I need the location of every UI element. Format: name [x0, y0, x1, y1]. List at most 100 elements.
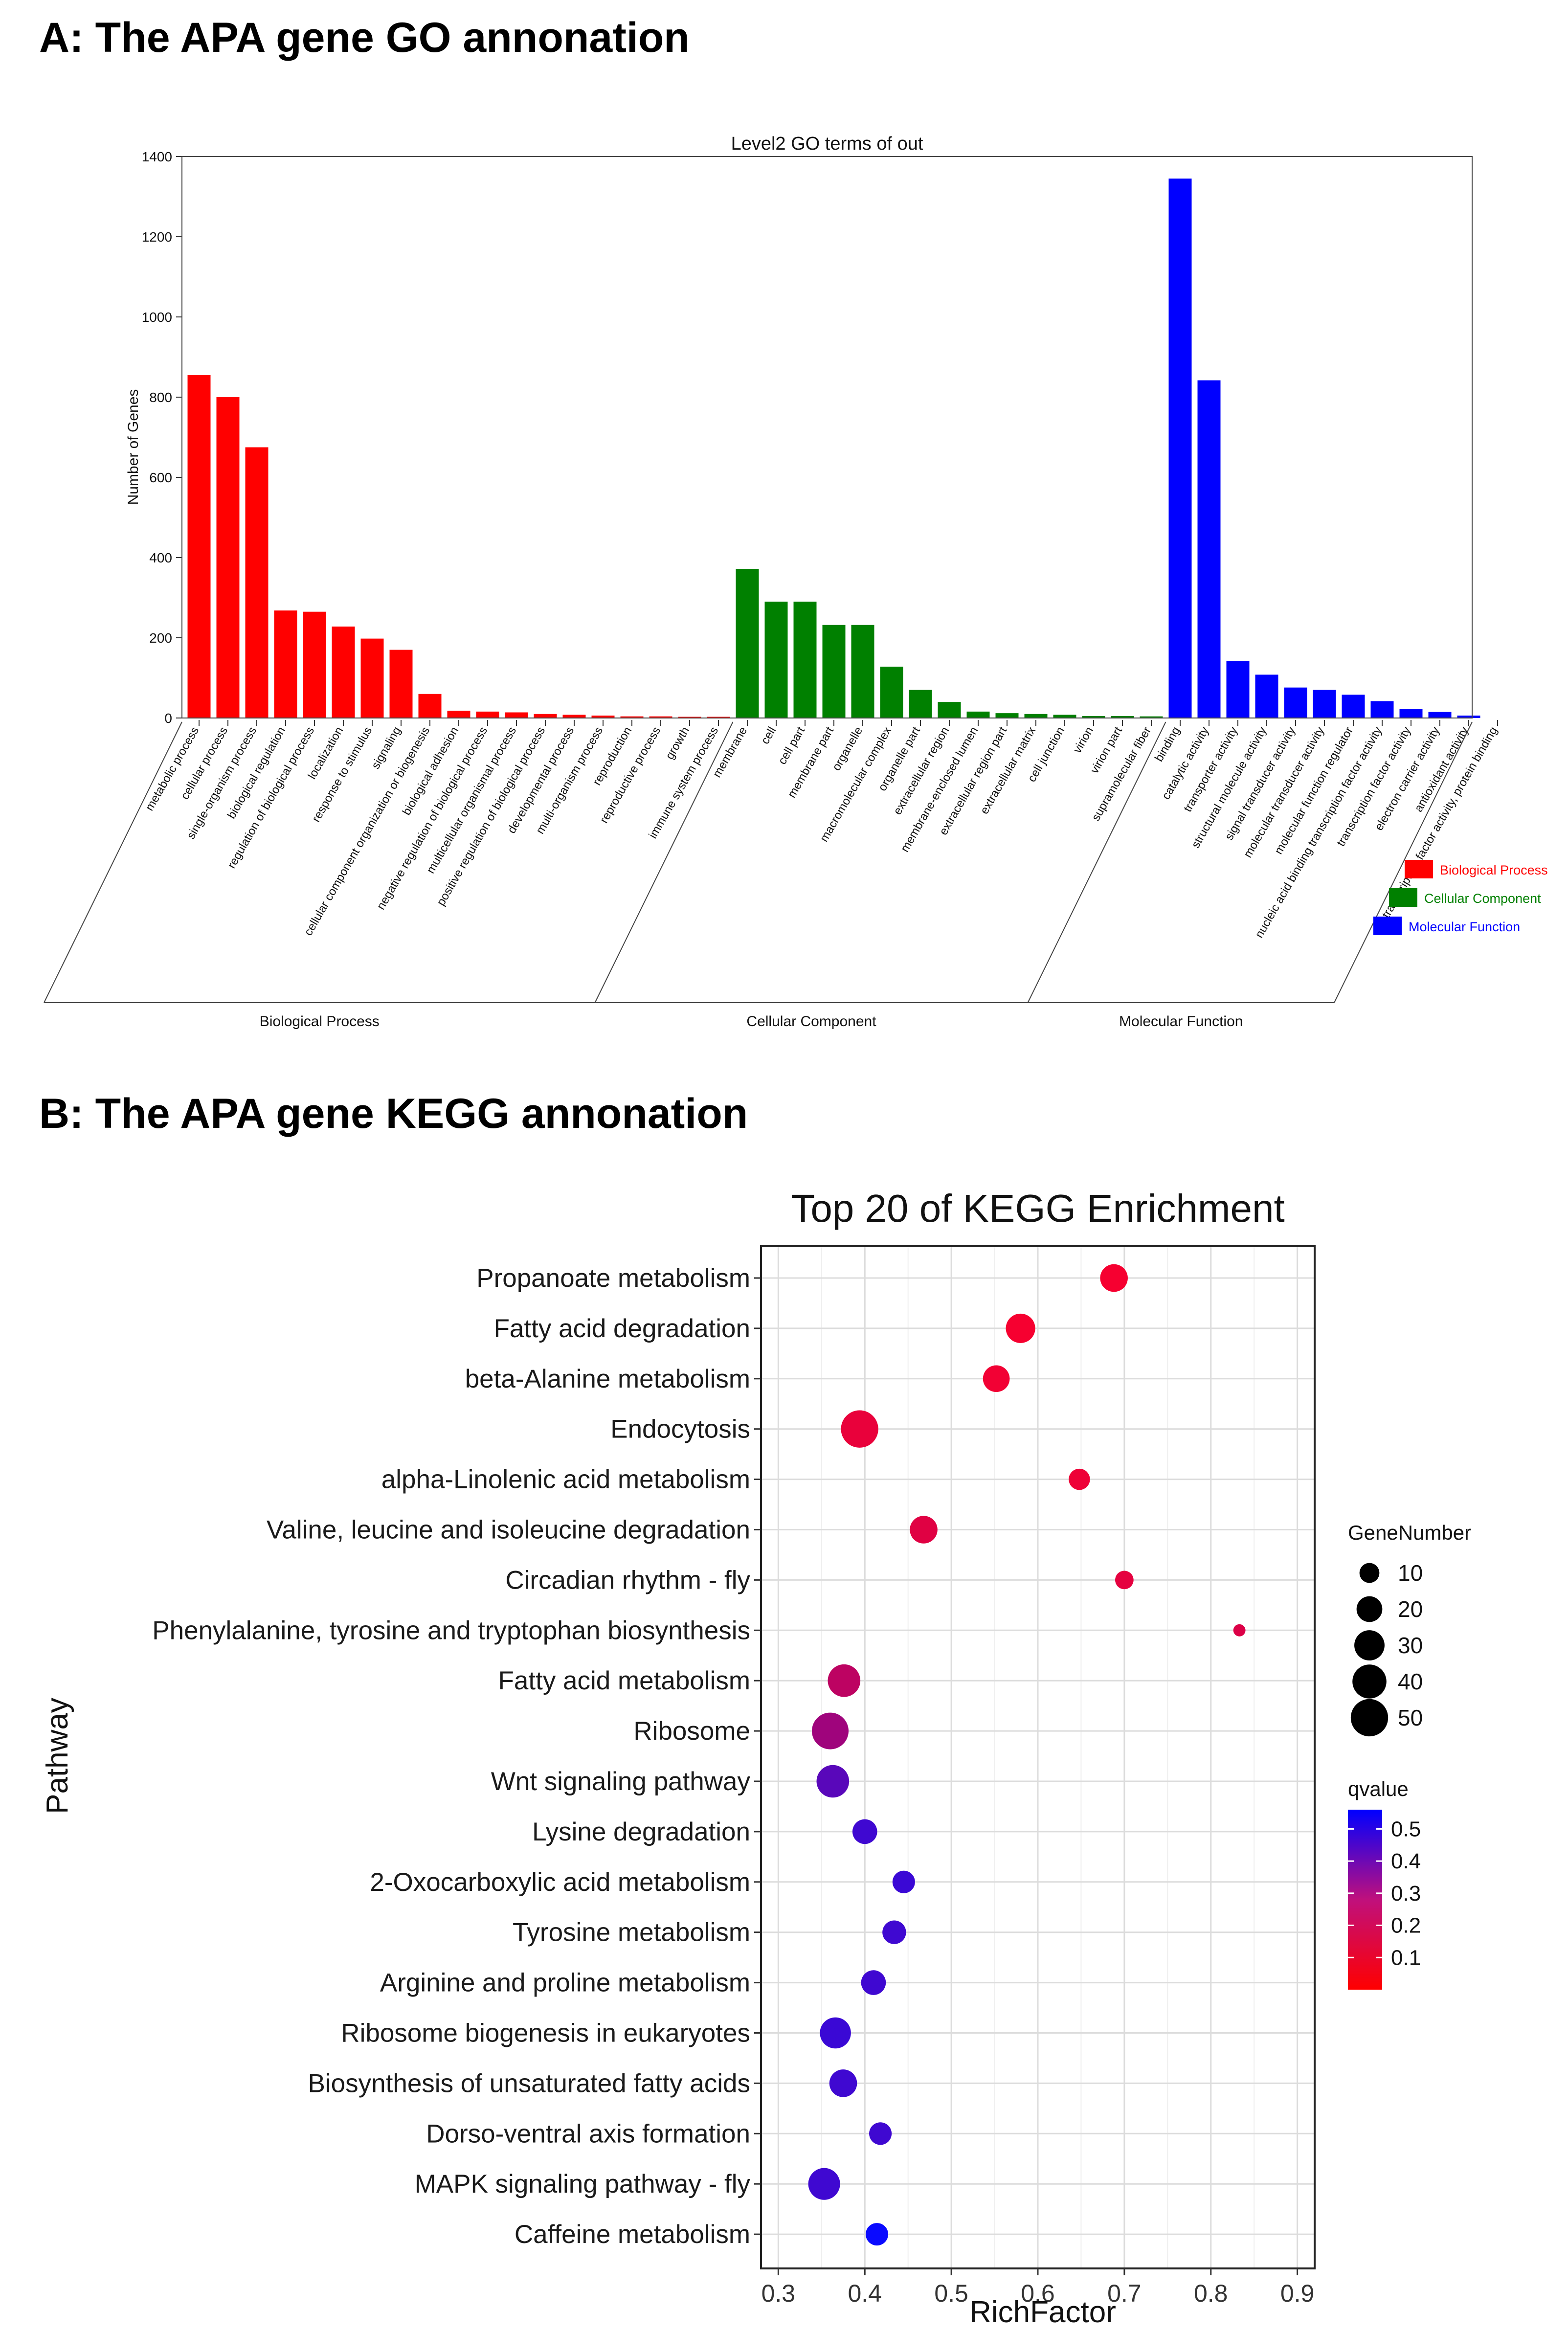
kegg-color-legend-label-0-1: 0.1 [1391, 1946, 1421, 1970]
go-y-tick-label: 1000 [142, 310, 172, 325]
go-bar-membrane-enclosed-lumen [966, 711, 990, 718]
kegg-size-legend-label-30: 30 [1398, 1633, 1423, 1658]
go-legend-swatch-cellular-component [1389, 888, 1417, 907]
kegg-pathway-label-alpha-linolenic-acid-metabolism: alpha-Linolenic acid metabolism [381, 1465, 750, 1494]
kegg-point-endocytosis [841, 1410, 878, 1448]
kegg-pathway-label-phenylalanine-tyrosine-and-tryptophan-biosynthesis: Phenylalanine, tyrosine and tryptophan b… [152, 1616, 750, 1645]
panel-a-title: A: The APA gene GO annonation [39, 14, 690, 61]
kegg-size-legend-label-40: 40 [1398, 1669, 1423, 1694]
go-legend-label-molecular-function: Molecular Function [1409, 920, 1520, 934]
go-plot-border [181, 156, 1473, 718]
go-bar-catalytic-activity [1197, 380, 1221, 718]
kegg-size-legend-dot-10 [1359, 1563, 1380, 1583]
kegg-pathway-label-circadian-rhythm-fly: Circadian rhythm - fly [505, 1566, 750, 1594]
kegg-pathway-label-arginine-and-proline-metabolism: Arginine and proline metabolism [380, 1969, 750, 1997]
kegg-size-legend-dot-20 [1356, 1596, 1383, 1622]
go-y-tick-label: 1400 [142, 149, 172, 164]
kegg-y-axis-label: Pathway [41, 1698, 74, 1814]
go-bar-macromolecular-complex [880, 667, 903, 718]
kegg-pathway-label-valine-leucine-and-isoleucine-degradation: Valine, leucine and isoleucine degradati… [267, 1516, 750, 1545]
kegg-pathway-label-lysine-degradation: Lysine degradation [532, 1817, 750, 1846]
go-bar-molecular-function-regulator [1342, 695, 1365, 718]
kegg-pathway-label-biosynthesis-of-unsaturated-fatty-acids: Biosynthesis of unsaturated fatty acids [308, 2069, 750, 2098]
kegg-pathway-label-2-oxocarboxylic-acid-metabolism: 2-Oxocarboxylic acid metabolism [370, 1868, 750, 1897]
go-y-tick-label: 600 [149, 470, 172, 485]
go-bar-signaling [389, 650, 413, 718]
kegg-x-tick-label: 0.7 [1107, 2280, 1142, 2307]
go-legend-label-cellular-component: Cellular Component [1424, 891, 1541, 906]
kegg-x-tick-label: 0.6 [1021, 2280, 1055, 2307]
go-group-divider-0 [44, 721, 182, 1003]
go-bar-negative-regulation-of-biological-process [476, 711, 499, 718]
go-bar-virion-part [1111, 716, 1134, 718]
kegg-pathway-label-mapk-signaling-pathway-fly: MAPK signaling pathway - fly [415, 2170, 751, 2198]
kegg-pathway-label-ribosome: Ribosome [633, 1717, 750, 1746]
kegg-x-axis-label: RichFactor [969, 2295, 1116, 2329]
go-bar-cellular-component-organization-or-biogenesis [418, 694, 442, 718]
kegg-size-legend-label-50: 50 [1398, 1705, 1423, 1730]
kegg-chart-title: Top 20 of KEGG Enrichment [791, 1187, 1284, 1230]
go-bar-transcription-factor-activity [1399, 709, 1423, 718]
kegg-pathway-label-endocytosis: Endocytosis [610, 1415, 750, 1444]
go-bar-growth [678, 717, 701, 718]
go-group-divider-1 [594, 721, 734, 1003]
kegg-point-caffeine-metabolism [865, 2223, 889, 2246]
go-bar-virion [1082, 716, 1105, 718]
kegg-size-legend-dot-50 [1350, 1699, 1389, 1737]
kegg-point-propanoate-metabolism [1100, 1264, 1128, 1292]
go-group-label-biological-process: Biological Process [260, 1013, 380, 1030]
go-bar-cell [764, 602, 788, 718]
go-bar-reproductive-process [649, 716, 672, 718]
go-bar-organelle-part [909, 690, 932, 718]
go-group-divider-2 [1027, 721, 1166, 1003]
go-bar-extracellular-region-part [995, 713, 1019, 718]
panel-b-title: B: The APA gene KEGG annonation [39, 1090, 748, 1137]
go-bar-metabolic-process [187, 375, 211, 718]
kegg-color-legend-label-0-4: 0.4 [1391, 1849, 1421, 1873]
kegg-point-ribosome [811, 1712, 849, 1750]
kegg-point-2-oxocarboxylic-acid-metabolism [892, 1870, 915, 1893]
kegg-pathway-label-fatty-acid-degradation: Fatty acid degradation [494, 1314, 750, 1343]
go-bar-supramolecular-fiber [1140, 716, 1163, 718]
go-bar-membrane [736, 568, 759, 718]
go-bar-biological-regulation [274, 610, 297, 718]
go-bar-electron-carrier-activity [1428, 712, 1452, 718]
kegg-size-legend-dot-40 [1352, 1664, 1387, 1699]
go-bar-cell-part [793, 602, 817, 718]
kegg-size-legend-dot-30 [1354, 1630, 1385, 1660]
go-bar-signal-transducer-activity [1284, 687, 1307, 718]
kegg-size-legend-title: GeneNumber [1348, 1521, 1471, 1544]
kegg-size-legend-label-20: 20 [1398, 1596, 1423, 1622]
kegg-point-tyrosine-metabolism [882, 1920, 906, 1944]
go-bar-cell-junction [1053, 715, 1076, 718]
go-bar-multi-organism-process [591, 716, 615, 718]
go-y-axis-label: Number of Genes [125, 389, 141, 505]
kegg-x-tick-label: 0.5 [934, 2280, 968, 2307]
kegg-point-arginine-and-proline-metabolism [861, 1970, 886, 1995]
go-bar-response-to-stimulus [360, 638, 384, 718]
go-bar-single-organism-process [245, 447, 269, 718]
go-bar-biological-adhesion [447, 711, 470, 718]
go-bar-organelle [851, 625, 874, 718]
go-y-tick-label: 200 [149, 630, 172, 646]
kegg-pathway-label-dorso-ventral-axis-formation: Dorso-ventral axis formation [426, 2119, 750, 2148]
go-bar-antioxidant-activity [1457, 716, 1480, 718]
kegg-pathway-label-beta-alanine-metabolism: beta-Alanine metabolism [465, 1365, 750, 1393]
kegg-x-tick-label: 0.4 [848, 2280, 882, 2307]
kegg-point-phenylalanine-tyrosine-and-tryptophan-biosynthesis [1233, 1624, 1246, 1637]
go-bar-extracellular-matrix [1024, 714, 1048, 718]
kegg-pathway-label-ribosome-biogenesis-in-eukaryotes: Ribosome biogenesis in eukaryotes [341, 2019, 750, 2048]
kegg-point-fatty-acid-degradation [1006, 1313, 1035, 1343]
kegg-point-beta-alanine-metabolism [983, 1365, 1010, 1392]
kegg-point-biosynthesis-of-unsaturated-fatty-acids [829, 2069, 857, 2097]
go-bar-developmental-process [562, 715, 586, 718]
go-group-divider-3 [1334, 721, 1473, 1003]
go-y-tick-label: 0 [164, 711, 172, 726]
go-y-tick-label: 800 [149, 390, 172, 405]
go-group-label-cellular-component: Cellular Component [746, 1013, 876, 1030]
go-bar-extracellular-region [938, 702, 961, 718]
kegg-color-legend-title: qvalue [1348, 1777, 1409, 1800]
go-bar-binding [1168, 179, 1192, 718]
go-bar-transporter-activity [1226, 661, 1250, 718]
